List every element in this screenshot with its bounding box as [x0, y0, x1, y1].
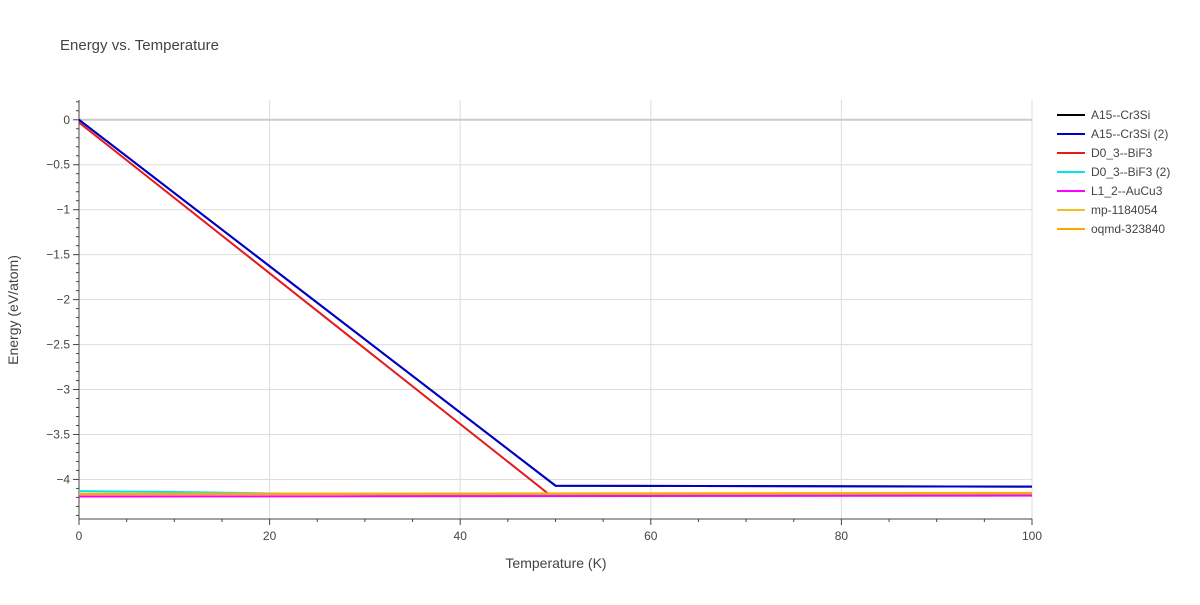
y-tick-label: 0	[63, 113, 70, 127]
legend-label: A15--Cr3Si (2)	[1091, 127, 1168, 141]
legend-item[interactable]: L1_2--AuCu3	[1057, 184, 1163, 198]
x-tick-label: 60	[644, 529, 658, 543]
x-tick-label: 40	[454, 529, 468, 543]
legend-item[interactable]: D0_3--BiF3	[1057, 146, 1153, 160]
y-tick-label: −4	[56, 472, 70, 486]
series-line-a15-cr3si	[78, 119, 1033, 488]
legend-label: D0_3--BiF3	[1091, 146, 1153, 160]
series-line-a15-cr3si-2	[78, 119, 1033, 488]
y-tick-label: −3.5	[46, 427, 70, 441]
series-line-oqmd-323840	[78, 492, 1033, 496]
series-line-l1-2-aucu3	[78, 494, 1033, 498]
series-line-d0-3-bif3	[78, 121, 1033, 497]
x-tick-label: 80	[835, 529, 849, 543]
y-tick-label: −2.5	[46, 338, 70, 352]
legend-label: D0_3--BiF3 (2)	[1091, 165, 1170, 179]
x-tick-label: 20	[263, 529, 277, 543]
legend-label: mp-1184054	[1091, 203, 1158, 217]
axes: 0 20 40 60 80 100 0 −0.5 −1 −1.5 −2 −2.5 −3 −3.5 −4	[46, 100, 1042, 543]
y-tick-label: −1.5	[46, 248, 70, 262]
legend-label: L1_2--AuCu3	[1091, 184, 1163, 198]
y-tick-label: −2	[56, 293, 70, 307]
x-tick-label: 0	[76, 529, 83, 543]
legend[interactable]: A15--Cr3Si A15--Cr3Si (2) D0_3--BiF3 D0_3--…	[1057, 108, 1170, 236]
series-lines	[78, 119, 1033, 498]
legend-item[interactable]: oqmd-323840	[1057, 222, 1165, 236]
y-tick-label: −0.5	[46, 158, 70, 172]
legend-item[interactable]: mp-1184054	[1057, 203, 1158, 217]
x-axis-title: Temperature (K)	[505, 555, 606, 571]
legend-item[interactable]: A15--Cr3Si	[1057, 108, 1150, 122]
legend-label: A15--Cr3Si	[1091, 108, 1150, 122]
legend-item[interactable]: A15--Cr3Si (2)	[1057, 127, 1168, 141]
grid	[79, 100, 1033, 519]
x-tick-label: 100	[1022, 529, 1042, 543]
y-tick-label: −3	[56, 383, 70, 397]
legend-item[interactable]: D0_3--BiF3 (2)	[1057, 165, 1170, 179]
y-axis-title: Energy (eV/atom)	[5, 255, 21, 365]
chart-title: Energy vs. Temperature	[60, 37, 219, 54]
y-tick-label: −1	[56, 203, 70, 217]
legend-label: oqmd-323840	[1091, 222, 1165, 236]
